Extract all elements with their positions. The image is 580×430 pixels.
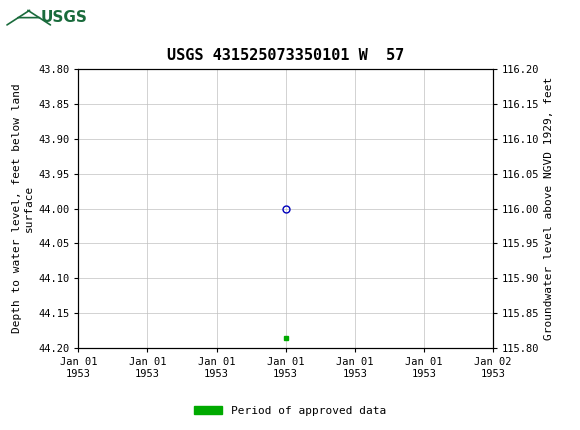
Y-axis label: Depth to water level, feet below land
surface: Depth to water level, feet below land su…: [12, 84, 34, 333]
Y-axis label: Groundwater level above NGVD 1929, feet: Groundwater level above NGVD 1929, feet: [543, 77, 554, 340]
Title: USGS 431525073350101 W  57: USGS 431525073350101 W 57: [167, 49, 404, 64]
Legend: Period of approved data: Period of approved data: [190, 401, 390, 420]
Text: USGS: USGS: [41, 10, 88, 25]
Bar: [3, 2, 78, 34]
